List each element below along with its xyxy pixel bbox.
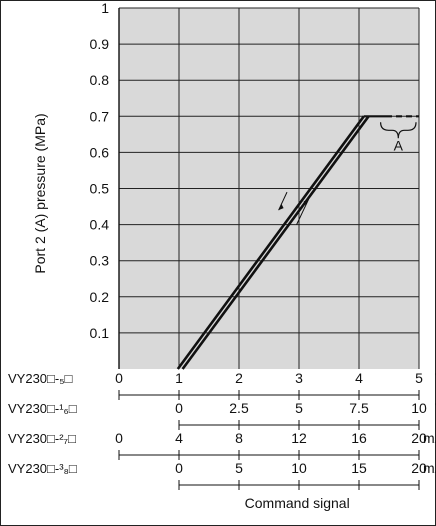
scale-tick-label: 20 — [411, 460, 427, 476]
y-tick-label: 0.5 — [90, 181, 110, 197]
scale-tick-label: 0 — [115, 370, 123, 386]
scale-tick-label: 16 — [351, 430, 367, 446]
scale-unit-label: mA — [423, 460, 436, 476]
scale-model-label: VY230□-₅□ — [8, 371, 72, 386]
arrowhead — [278, 204, 284, 211]
annotation-group: A — [278, 122, 417, 225]
scale-tick-label: 8 — [235, 430, 243, 446]
series-group — [176, 115, 419, 370]
scale-tick-label: 10 — [411, 400, 427, 416]
scale-tick-label: 2.5 — [229, 400, 249, 416]
scale-tick-label: 3 — [295, 370, 303, 386]
y-tick-label: 0.4 — [90, 217, 110, 233]
x-axis-label: Command signal — [245, 495, 350, 511]
y-tick-label: 0.1 — [90, 325, 110, 341]
scale-tick-label: 0 — [115, 430, 123, 446]
scale-tick-label: 5 — [235, 460, 243, 476]
y-tick-label: 1 — [101, 0, 109, 16]
scale-model-label: VY230□-³₈□ — [8, 461, 77, 476]
scale-tick-label: 0 — [175, 400, 183, 416]
scale-tick-label: 12 — [291, 430, 307, 446]
scale-tick-label: 1 — [175, 370, 183, 386]
scale-tick-label: 4 — [355, 370, 363, 386]
scale-tick-label: 2 — [235, 370, 243, 386]
y-tick-label: 0.3 — [90, 253, 110, 269]
scale-tick-label: 5 — [415, 370, 423, 386]
scale-tick-label: 15 — [351, 460, 367, 476]
y-axis-label: Port 2 (A) pressure (MPa) — [32, 113, 48, 273]
scale-model-label: VY230□-¹₆□ — [8, 401, 77, 416]
y-tick-label: 0.8 — [90, 72, 110, 88]
scale-tick-label: 20 — [411, 430, 427, 446]
scale-model-label: VY230□-²₇□ — [8, 431, 76, 446]
scale-tick-label: 7.5 — [349, 400, 369, 416]
hysteresis-label: A — [394, 137, 404, 153]
scale-tick-label: 0 — [175, 460, 183, 476]
series-line — [181, 115, 370, 370]
y-tick-label: 0.9 — [90, 36, 110, 52]
direction-arrow-down — [278, 191, 288, 211]
arrowhead — [303, 199, 309, 206]
scale-tick-label: 5 — [295, 400, 303, 416]
y-tick-label: 0.6 — [90, 144, 110, 160]
hysteresis-brace — [380, 122, 417, 139]
scale-tick-label: 10 — [291, 460, 307, 476]
y-tick-label: 0.7 — [90, 108, 110, 124]
series-line — [176, 115, 365, 370]
scale-unit-label: mA — [423, 430, 436, 446]
y-axis-ticks: 0.1 0.2 0.3 0.4 0.5 0.6 0.7 0.8 0.9 1 — [90, 0, 110, 341]
grid — [118, 7, 420, 369]
signal-scales: VY230□-₅□012345VVY230□-¹₆□02.557.510VVY2… — [8, 370, 436, 490]
direction-arrow-up — [296, 199, 310, 225]
scale-tick-label: 4 — [175, 430, 183, 446]
y-tick-label: 0.2 — [90, 289, 110, 305]
